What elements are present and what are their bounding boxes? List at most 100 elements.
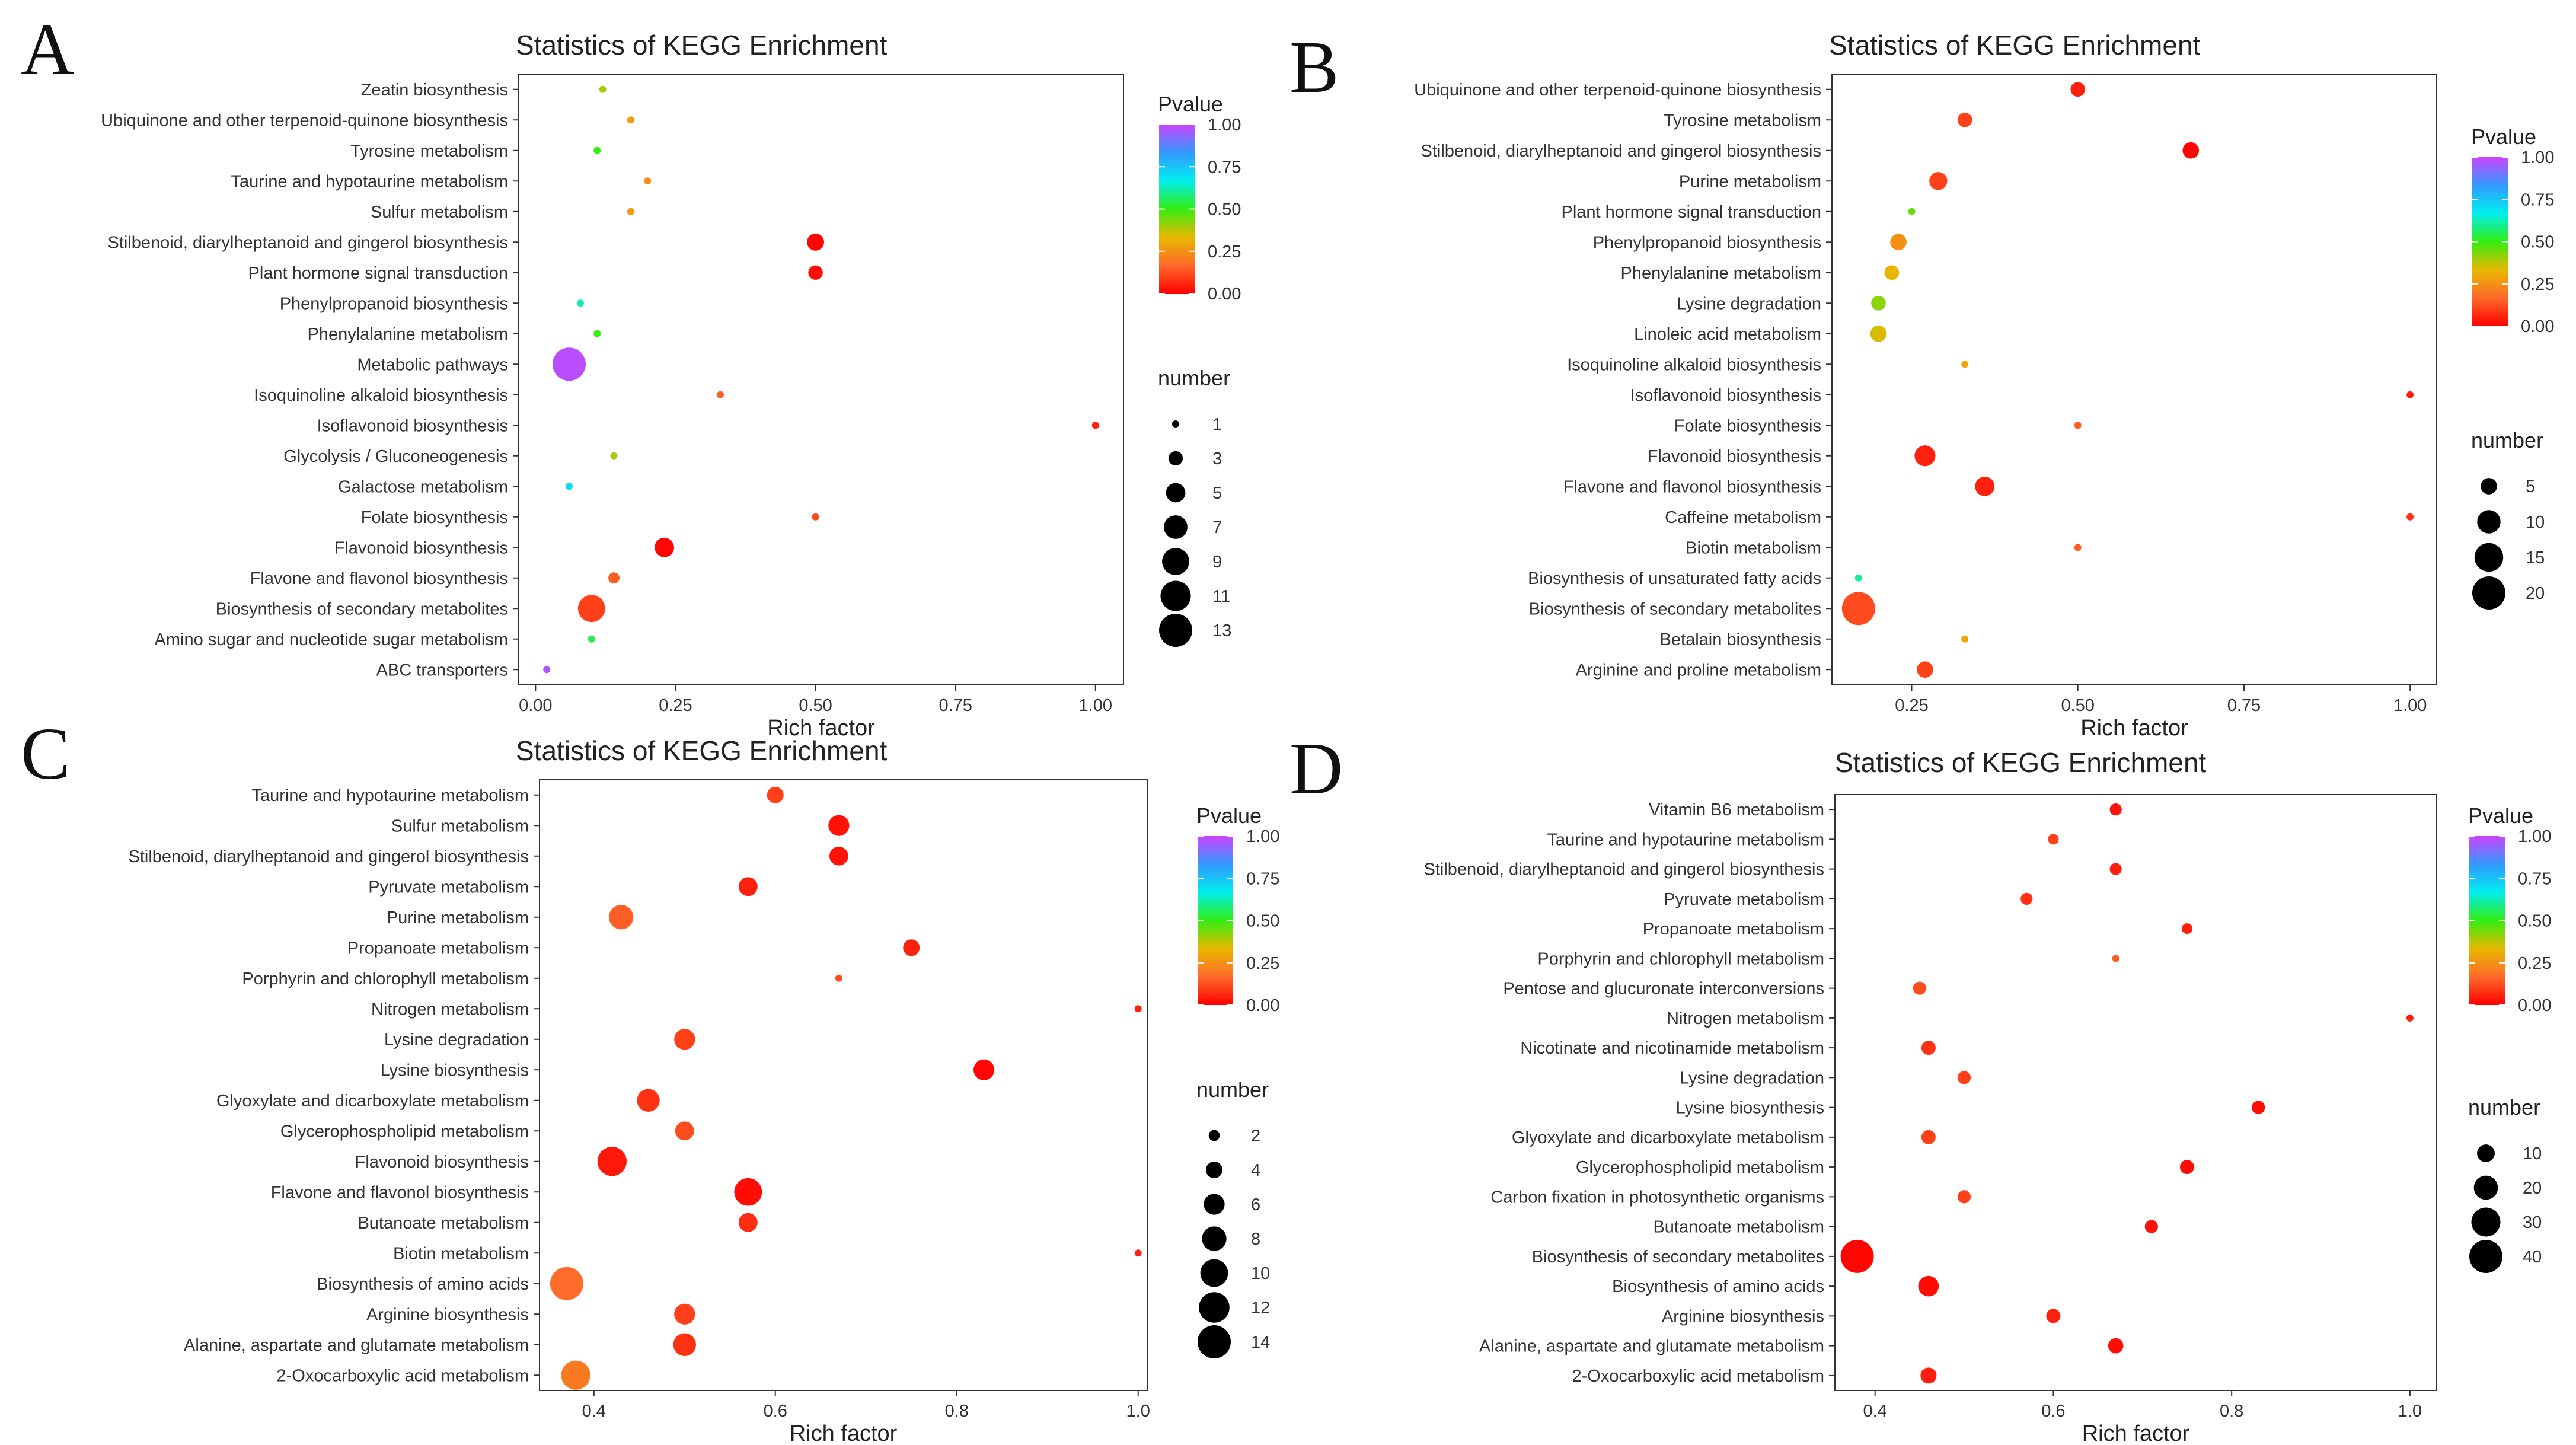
panel-b-xtick-label-1: 0.50 [2061, 696, 2094, 715]
panel-b-ylabel-flavonoid-biosynthesis: Flavonoid biosynthesis [1648, 447, 1821, 466]
panel-a-ylabel-sulfur-metabolism: Sulfur metabolism [371, 203, 508, 222]
panel-a-xtick-label-4: 1.00 [1079, 696, 1112, 715]
panel-a-point-metabolic-pathways [553, 347, 586, 381]
panel-b-pvalue-tick-0: 1.00 [2521, 148, 2554, 167]
panel-d-pvalue-legend-title: Pvalue [2468, 803, 2533, 828]
panel-b-xaxis-label: Rich factor [2080, 716, 2188, 741]
panel-d-ylabel-lysine-degradation: Lysine degradation [1680, 1068, 1824, 1087]
panel-a-point-flavonoid-biosynthesis [655, 537, 674, 557]
panel-b-title: Statistics of KEGG Enrichment [1829, 30, 2201, 60]
panel-d-point-2-oxocarboxylic-acid-metabolism [1920, 1367, 1937, 1384]
panel-d-point-glyoxylate-and-dicarboxylate-metabolism [1921, 1130, 1936, 1144]
panel-d-ylabel-nicotinate-and-nicotinamide-metabolism: Nicotinate and nicotinamide metabolism [1520, 1039, 1824, 1058]
panel-c-ylabel-flavonoid-biosynthesis: Flavonoid biosynthesis [355, 1153, 529, 1172]
panel-c-ylabel-porphyrin-and-chlorophyll-metabolism: Porphyrin and chlorophyll metabolism [242, 969, 529, 988]
panel-b-number-legend-title: number [2471, 428, 2543, 452]
panel-a-ylabel-taurine-and-hypotaurine-metabolism: Taurine and hypotaurine metabolism [231, 172, 509, 191]
panel-b-point-folate-biosynthesis [2074, 422, 2082, 429]
panel-a-ylabel-flavonoid-biosynthesis: Flavonoid biosynthesis [334, 538, 508, 557]
panel-a-size-legend-dot-3 [1168, 451, 1183, 466]
panel-d-point-biosynthesis-of-secondary-metabolites [1840, 1239, 1874, 1273]
panel-a-title: Statistics of KEGG Enrichment [516, 30, 888, 60]
panel-a-size-legend-label-9: 9 [1212, 553, 1222, 572]
panel-d-size-legend-dot-20 [2473, 1175, 2498, 1200]
panel-label-b: B [1289, 27, 1339, 109]
panel-a-point-amino-sugar-and-nucleotide-sugar-metabolism [588, 635, 595, 643]
panel-d-ylabel-vitamin-b6-metabolism: Vitamin B6 metabolism [1649, 800, 1824, 819]
panel-c-size-legend-dot-6 [1204, 1194, 1225, 1215]
panel-b-point-linoleic-acid-metabolism [1870, 325, 1887, 342]
panel-a-point-tyrosine-metabolism [593, 146, 601, 154]
panel-b-ylabel-ubiquinone-and-other-terpenoid-quinone-biosynthesis: Ubiquinone and other terpenoid-quinone b… [1414, 81, 1821, 100]
panel-a-plot-frame [518, 74, 1124, 685]
panel-d-point-propanoate-metabolism [2181, 923, 2192, 934]
panel-a-point-abc-transporters [543, 666, 551, 674]
panel-b-ylabel-biotin-metabolism: Biotin metabolism [1686, 538, 1821, 557]
panel-b-point-isoquinoline-alkaloid-biosynthesis [1961, 361, 1969, 368]
panel-c-pvalue-tick-2: 0.50 [1246, 912, 1279, 931]
panel-c-size-legend-label-2: 2 [1251, 1127, 1260, 1146]
panel-d-ylabel-stilbenoid-diarylheptanoid-and-gingerol-biosynthesis: Stilbenoid, diarylheptanoid and gingerol… [1423, 860, 1824, 879]
panel-d-ylabel-alanine-aspartate-and-glutamate-metabolism: Alanine, aspartate and glutamate metabol… [1479, 1337, 1824, 1356]
panel-d-point-nicotinate-and-nicotinamide-metabolism [1921, 1041, 1936, 1055]
panel-d-ylabel-glycerophospholipid-metabolism: Glycerophospholipid metabolism [1576, 1158, 1824, 1177]
panel-b-size-legend-dot-15 [2474, 543, 2504, 572]
panel-c-ylabel-taurine-and-hypotaurine-metabolism: Taurine and hypotaurine metabolism [252, 786, 529, 805]
panel-a-ylabel-phenylalanine-metabolism: Phenylalanine metabolism [307, 325, 508, 344]
panel-d-ylabel-biosynthesis-of-secondary-metabolites: Biosynthesis of secondary metabolites [1532, 1248, 1824, 1267]
panel-c-point-sulfur-metabolism [828, 815, 850, 836]
panel-b-ylabel-caffeine-metabolism: Caffeine metabolism [1665, 508, 1821, 527]
panel-c-point-flavone-and-flavonol-biosynthesis [734, 1178, 762, 1206]
panel-b-pvalue-tick-1: 0.75 [2521, 190, 2554, 209]
panel-c-title: Statistics of KEGG Enrichment [516, 735, 888, 766]
panel-c-ylabel-arginine-biosynthesis: Arginine biosynthesis [366, 1305, 529, 1324]
panel-d-point-taurine-and-hypotaurine-metabolism [2048, 834, 2059, 845]
panel-d-pvalue-tick-1: 0.75 [2518, 869, 2551, 888]
panel-c-xaxis-label: Rich factor [790, 1421, 898, 1445]
panel-a-point-taurine-and-hypotaurine-metabolism [644, 177, 652, 185]
panel-b-ylabel-folate-biosynthesis: Folate biosynthesis [1674, 416, 1821, 435]
panel-b-xtick-label-3: 1.00 [2393, 696, 2427, 715]
panel-d-point-stilbenoid-diarylheptanoid-and-gingerol-biosynthesis [2109, 863, 2122, 875]
panel-b-point-arginine-and-proline-metabolism [1917, 661, 1933, 678]
panel-b-point-stilbenoid-diarylheptanoid-and-gingerol-biosynthesis [2182, 142, 2200, 159]
panel-c-ylabel-alanine-aspartate-and-glutamate-metabolism: Alanine, aspartate and glutamate metabol… [184, 1336, 529, 1355]
panel-c-ylabel-stilbenoid-diarylheptanoid-and-gingerol-biosynthesis: Stilbenoid, diarylheptanoid and gingerol… [128, 847, 529, 866]
panel-b-size-legend-label-20: 20 [2526, 584, 2545, 603]
panel-b-point-biosynthesis-of-unsaturated-fatty-acids [1854, 574, 1862, 582]
panel-b-ylabel-plant-hormone-signal-transduction: Plant hormone signal transduction [1562, 203, 1821, 222]
panel-b-size-legend-label-10: 10 [2526, 513, 2545, 532]
panel-a-pvalue-tick-0: 1.00 [1208, 116, 1241, 135]
panel-c-size-legend-label-10: 10 [1251, 1264, 1270, 1283]
panel-c-point-taurine-and-hypotaurine-metabolism [767, 786, 784, 803]
panel-c-size-legend-label-12: 12 [1251, 1299, 1270, 1318]
panel-c-xtick-label-0: 0.4 [582, 1402, 606, 1421]
panel-a-ylabel-isoquinoline-alkaloid-biosynthesis: Isoquinoline alkaloid biosynthesis [254, 386, 508, 405]
panel-b-point-purine-metabolism [1929, 172, 1948, 190]
panel-c-point-butanoate-metabolism [738, 1213, 758, 1232]
panel-c-size-legend-dot-8 [1202, 1226, 1227, 1251]
panel-b-ylabel-phenylpropanoid-biosynthesis: Phenylpropanoid biosynthesis [1593, 233, 1821, 252]
panel-b-ylabel-purine-metabolism: Purine metabolism [1679, 172, 1821, 191]
panel-b-pvalue-legend-title: Pvalue [2471, 125, 2536, 149]
panel-d-ylabel-porphyrin-and-chlorophyll-metabolism: Porphyrin and chlorophyll metabolism [1537, 949, 1824, 968]
panel-a-number-legend-title: number [1158, 366, 1230, 390]
panel-c-pvalue-tick-4: 0.00 [1246, 996, 1279, 1015]
panel-b-ylabel-isoflavonoid-biosynthesis: Isoflavonoid biosynthesis [1630, 386, 1821, 405]
panel-a-size-legend-label-13: 13 [1212, 621, 1231, 640]
panel-c-ylabel-pyruvate-metabolism: Pyruvate metabolism [368, 878, 529, 897]
panel-b-point-plant-hormone-signal-transduction [1908, 208, 1916, 215]
panel-a-ylabel-metabolic-pathways: Metabolic pathways [357, 355, 508, 374]
panel-d-xtick-label-0: 0.4 [1863, 1402, 1887, 1421]
panel-d-point-biosynthesis-of-amino-acids [1918, 1275, 1939, 1297]
panel-c-size-legend-label-4: 4 [1251, 1161, 1260, 1180]
panel-a-size-legend-dot-5 [1166, 483, 1186, 503]
panel-label-d: D [1289, 728, 1343, 810]
panel-d-ylabel-butanoate-metabolism: Butanoate metabolism [1653, 1218, 1824, 1237]
panel-b-point-flavone-and-flavonol-biosynthesis [1975, 476, 1995, 496]
panel-d-ylabel-arginine-biosynthesis: Arginine biosynthesis [1662, 1307, 1824, 1326]
